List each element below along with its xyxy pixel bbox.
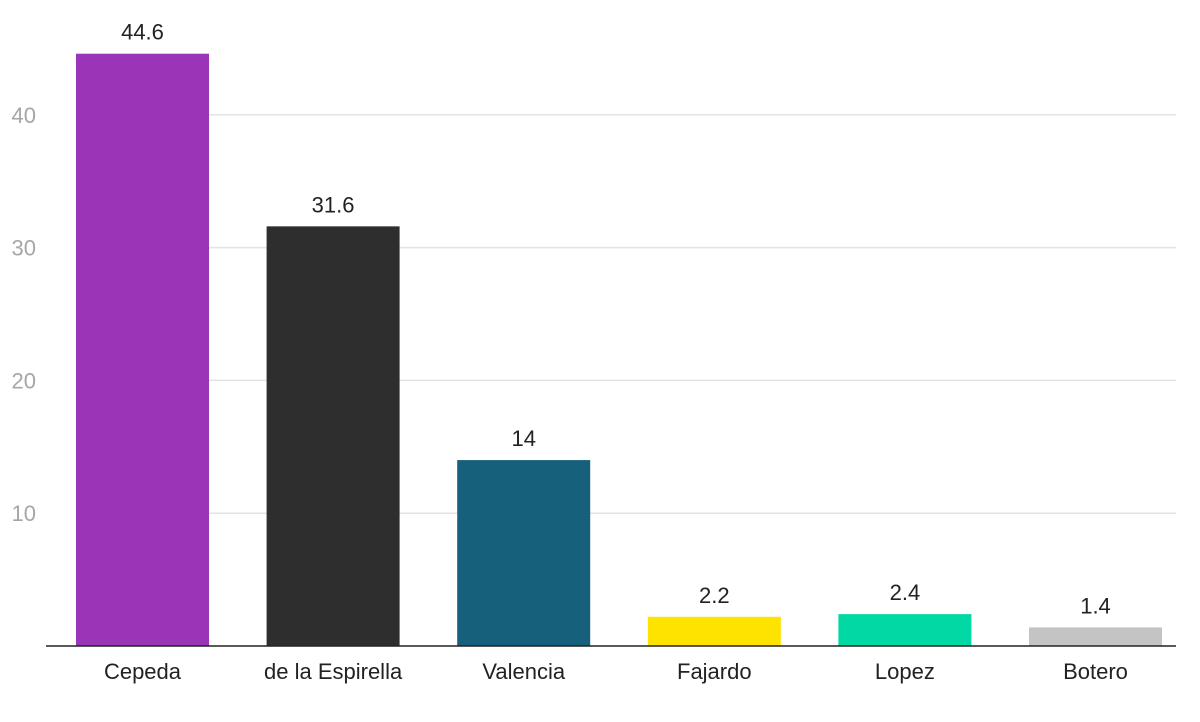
x-tick-label-botero: Botero — [1063, 659, 1128, 684]
bar-valencia — [457, 460, 591, 646]
data-label-botero: 1.4 — [1080, 593, 1111, 618]
data-labels-layer: 44.6 31.6 14 2.2 2.4 1.4 — [121, 20, 1111, 619]
y-tick-label-40: 40 — [12, 103, 36, 128]
x-tick-label-de-la-espirella: de la Espirella — [264, 659, 403, 684]
bar-lopez — [838, 614, 972, 646]
bar-de-la-espirella — [266, 226, 400, 647]
bar-botero — [1029, 627, 1162, 646]
data-label-lopez: 2.4 — [890, 580, 921, 605]
x-tick-label-lopez: Lopez — [875, 659, 935, 684]
x-tick-label-valencia: Valencia — [482, 659, 566, 684]
bar-fajardo — [647, 616, 781, 646]
bars-layer — [76, 53, 1162, 647]
x-axis-ticks: Cepeda de la Espirella Valencia Fajardo Lope… — [104, 659, 1128, 684]
data-label-de-la-espirella: 31.6 — [312, 192, 355, 217]
y-tick-label-20: 20 — [12, 368, 36, 393]
y-axis-ticks: 10 20 30 40 — [12, 103, 36, 526]
bar-cepeda — [76, 53, 209, 647]
x-tick-label-cepeda: Cepeda — [104, 659, 182, 684]
data-label-valencia: 14 — [511, 426, 535, 451]
data-label-fajardo: 2.2 — [699, 583, 730, 608]
x-tick-label-fajardo: Fajardo — [677, 659, 752, 684]
y-tick-label-10: 10 — [12, 501, 36, 526]
data-label-cepeda: 44.6 — [121, 20, 164, 45]
y-tick-label-30: 30 — [12, 236, 36, 261]
